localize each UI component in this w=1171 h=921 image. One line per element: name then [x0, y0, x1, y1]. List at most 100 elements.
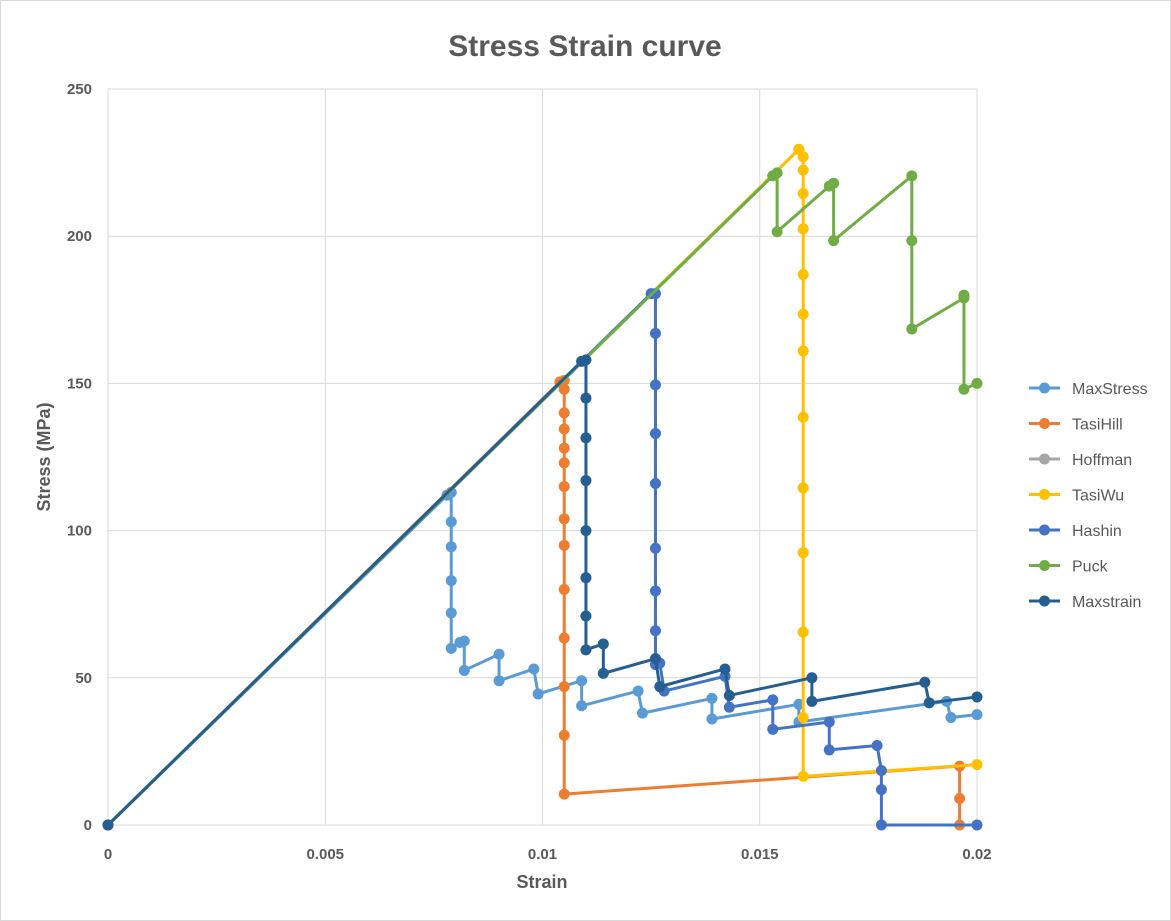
data-point-puck-8 [906, 235, 918, 247]
series-puck [102, 167, 983, 831]
data-point-maxstress-11 [493, 648, 505, 660]
data-point-tasihill-6 [558, 442, 570, 454]
data-point-puck-11 [958, 289, 970, 301]
y-axis-title: Stress (MPa) [34, 402, 54, 511]
data-point-maxstrain-19 [923, 697, 935, 709]
data-point-maxstrain-2 [580, 354, 592, 366]
data-point-tasihill-14 [558, 729, 570, 741]
data-point-puck-12 [958, 383, 970, 395]
legend-label-hashin: Hashin [1072, 523, 1122, 540]
data-point-maxstress-7 [445, 642, 457, 654]
x-axis-ticks: 0 0.005 0.01 0.015 0.02 [104, 846, 992, 863]
data-point-hashin-8 [649, 585, 661, 597]
legend-item-tasiwu: TasiWu [1029, 488, 1124, 505]
data-point-maxstress-15 [576, 675, 588, 687]
data-point-tasiwu-13 [797, 712, 809, 724]
legend-label-tasiwu: TasiWu [1072, 488, 1124, 505]
data-point-maxstrain-4 [580, 432, 592, 444]
data-point-maxstress-25 [971, 709, 983, 721]
data-point-maxstrain-13 [654, 681, 666, 693]
data-point-puck-7 [906, 170, 918, 182]
data-point-hashin-19 [871, 740, 883, 752]
y-axis-ticks: 0 50 100 150 200 250 [67, 81, 92, 834]
y-tick-label-5: 250 [67, 81, 92, 98]
data-point-tasiwu-3 [797, 164, 809, 176]
data-point-maxstrain-20 [971, 691, 983, 703]
data-point-maxstress-10 [458, 664, 470, 676]
data-point-maxstrain-16 [806, 672, 818, 684]
data-point-tasihill-5 [558, 423, 570, 435]
data-point-maxstress-6 [445, 607, 457, 619]
data-point-maxstrain-5 [580, 475, 592, 487]
data-point-puck-13 [971, 377, 983, 389]
data-point-maxstress-21 [793, 698, 805, 710]
data-point-maxstress-20 [706, 713, 718, 725]
data-point-hashin-6 [649, 478, 661, 489]
data-point-tasiwu-7 [797, 308, 809, 320]
data-point-maxstrain-6 [580, 525, 592, 537]
data-point-tasiwu-5 [797, 223, 809, 235]
legend-marker-tasihill [1039, 418, 1050, 429]
data-point-maxstress-4 [445, 541, 457, 553]
data-point-tasiwu-9 [797, 411, 809, 423]
x-tick-label-4: 0.02 [962, 846, 991, 863]
legend-label-maxstrain: Maxstrain [1072, 594, 1141, 611]
series-maxstress [102, 486, 983, 831]
y-tick-label-2: 100 [67, 523, 92, 540]
series-maxstrain [102, 354, 983, 831]
data-point-puck-2 [771, 167, 783, 179]
data-point-hashin-9 [649, 625, 661, 637]
data-point-maxstress-3 [445, 516, 457, 528]
x-tick-label-2: 0.01 [528, 846, 557, 863]
legend-item-hoffman: Hoffman [1029, 452, 1132, 469]
legend-marker-maxstress [1039, 382, 1050, 394]
data-point-maxstrain-14 [719, 663, 731, 675]
series-line-maxstress [106, 490, 979, 827]
data-point-maxstrain-17 [806, 695, 818, 707]
series-tasihill [102, 374, 966, 831]
data-point-tasihill-11 [558, 583, 570, 595]
data-point-tasiwu-4 [797, 188, 809, 200]
data-point-hashin-4 [649, 379, 661, 391]
legend-item-maxstrain: Maxstrain [1029, 594, 1141, 611]
data-point-tasihill-10 [558, 539, 570, 551]
axes [107, 89, 977, 826]
data-point-hashin-20 [875, 765, 887, 777]
data-point-tasihill-13 [558, 681, 570, 693]
legend-label-tasihill: TasiHill [1072, 417, 1123, 434]
data-point-tasiwu-12 [797, 626, 809, 638]
data-point-tasihill-3 [558, 383, 570, 395]
data-point-maxstress-14 [532, 688, 544, 700]
x-tick-label-3: 0.015 [741, 846, 779, 863]
data-point-hashin-14 [723, 701, 735, 713]
data-point-maxstress-12 [493, 675, 505, 687]
series-tasiwu [102, 143, 983, 831]
data-point-maxstress-24 [945, 712, 957, 724]
data-point-hashin-22 [875, 819, 887, 831]
data-point-tasiwu-14 [797, 770, 809, 782]
data-point-maxstress-19 [706, 692, 718, 704]
data-point-maxstress-9 [458, 635, 470, 647]
legend-item-maxstress: MaxStress [1029, 381, 1148, 398]
legend-item-tasihill: TasiHill [1029, 417, 1123, 434]
data-point-maxstress-17 [632, 685, 644, 697]
data-point-puck-6 [828, 235, 840, 247]
data-point-tasiwu-11 [797, 547, 809, 559]
data-point-tasiwu-6 [797, 268, 809, 280]
y-tick-label-1: 50 [75, 670, 92, 687]
data-point-hashin-3 [649, 327, 661, 339]
data-point-tasihill-12 [558, 632, 570, 644]
x-tick-label-0: 0 [104, 846, 112, 863]
legend-label-hoffman: Hoffman [1072, 452, 1132, 469]
x-axis-title: Strain [516, 872, 567, 892]
data-point-hashin-15 [767, 694, 779, 706]
data-point-hashin-2 [649, 288, 661, 300]
chart-title: Stress Strain curve [448, 30, 721, 63]
data-point-hashin-5 [649, 427, 661, 439]
data-point-maxstrain-12 [649, 653, 661, 665]
legend-item-puck: Puck [1029, 559, 1109, 576]
data-point-hashin-21 [875, 784, 887, 796]
data-point-maxstrain-3 [580, 392, 592, 404]
